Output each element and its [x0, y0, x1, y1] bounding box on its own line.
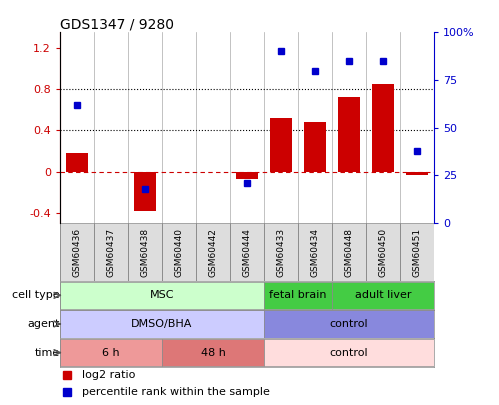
Bar: [406, 172, 428, 175]
FancyBboxPatch shape: [264, 281, 332, 309]
FancyBboxPatch shape: [60, 223, 94, 281]
FancyBboxPatch shape: [400, 223, 434, 281]
Text: GSM60440: GSM60440: [175, 228, 184, 277]
Text: GSM60436: GSM60436: [72, 228, 81, 277]
Bar: [270, 118, 292, 172]
FancyBboxPatch shape: [162, 339, 264, 366]
Text: GSM60444: GSM60444: [243, 228, 251, 277]
FancyBboxPatch shape: [60, 339, 162, 366]
Text: percentile rank within the sample: percentile rank within the sample: [82, 388, 270, 397]
Text: GSM60434: GSM60434: [310, 228, 319, 277]
Text: GSM60437: GSM60437: [106, 228, 115, 277]
Text: GSM60450: GSM60450: [379, 228, 388, 277]
Text: control: control: [330, 319, 368, 329]
Bar: [66, 153, 88, 172]
Text: adult liver: adult liver: [355, 290, 411, 301]
Text: DMSO/BHA: DMSO/BHA: [131, 319, 193, 329]
Bar: [304, 122, 326, 172]
FancyBboxPatch shape: [230, 223, 264, 281]
FancyBboxPatch shape: [264, 339, 434, 366]
FancyBboxPatch shape: [128, 223, 162, 281]
FancyBboxPatch shape: [264, 310, 434, 338]
Bar: [372, 84, 394, 172]
Bar: [338, 97, 360, 172]
Text: 6 h: 6 h: [102, 347, 120, 358]
Text: fetal brain: fetal brain: [269, 290, 327, 301]
Bar: [236, 172, 258, 179]
Text: GSM60442: GSM60442: [209, 228, 218, 277]
FancyBboxPatch shape: [264, 223, 298, 281]
Bar: [134, 172, 156, 211]
Text: 48 h: 48 h: [201, 347, 226, 358]
Text: cell type: cell type: [12, 290, 60, 301]
FancyBboxPatch shape: [298, 223, 332, 281]
Text: GSM60433: GSM60433: [276, 228, 285, 277]
FancyBboxPatch shape: [196, 223, 230, 281]
FancyBboxPatch shape: [162, 223, 196, 281]
Text: MSC: MSC: [150, 290, 174, 301]
Text: GDS1347 / 9280: GDS1347 / 9280: [60, 17, 174, 31]
Text: GSM60448: GSM60448: [345, 228, 354, 277]
Text: GSM60451: GSM60451: [413, 228, 422, 277]
FancyBboxPatch shape: [366, 223, 400, 281]
Text: GSM60438: GSM60438: [140, 228, 149, 277]
Text: agent: agent: [27, 319, 60, 329]
Text: control: control: [330, 347, 368, 358]
FancyBboxPatch shape: [60, 310, 264, 338]
Text: time: time: [34, 347, 60, 358]
FancyBboxPatch shape: [94, 223, 128, 281]
FancyBboxPatch shape: [332, 281, 434, 309]
Text: log2 ratio: log2 ratio: [82, 371, 136, 380]
FancyBboxPatch shape: [60, 281, 264, 309]
FancyBboxPatch shape: [332, 223, 366, 281]
